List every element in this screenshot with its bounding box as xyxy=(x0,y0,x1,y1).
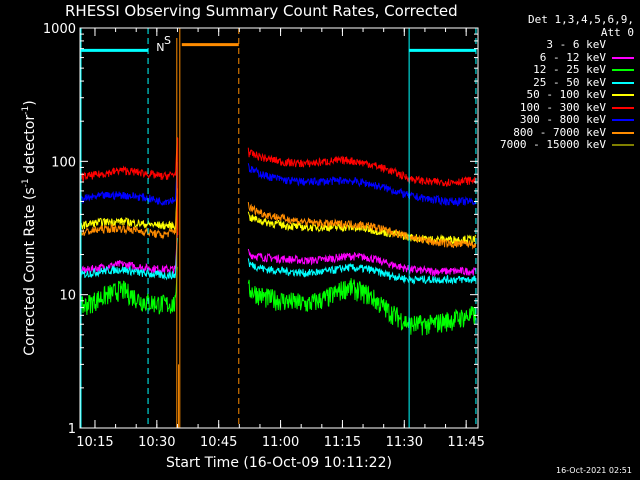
series-line xyxy=(247,147,477,187)
chart-title: RHESSI Observing Summary Count Rates, Co… xyxy=(65,2,458,20)
series-line xyxy=(79,188,178,231)
timestamp: 16-Oct-2021 02:51 xyxy=(556,466,632,475)
series-line xyxy=(79,137,178,183)
legend-label: 7000 - 15000 keV xyxy=(500,138,606,151)
legend-rows: 3 - 6 keV 6 - 12 keV 12 - 25 keV 25 - 50 ke… xyxy=(484,38,634,152)
y-tick-label: 10 xyxy=(59,289,76,304)
y-axis-label-mid: detector xyxy=(22,115,38,179)
x-tick-label: 11:15 xyxy=(324,435,361,450)
series-group xyxy=(79,137,477,428)
y-tick-label: 1000 xyxy=(43,22,76,37)
legend-label: 3 - 6 keV xyxy=(546,38,606,51)
series-line xyxy=(79,161,178,206)
x-tick-label: 11:45 xyxy=(447,435,484,450)
legend-header-attenuator: Att 0 xyxy=(600,25,634,39)
legend-swatch xyxy=(612,144,634,147)
legend-entry: 300 - 800 keV xyxy=(484,113,634,127)
axes-group: 10:15 10:30 10:45 11:00 11:15 11:30 11:45 1 10 10… xyxy=(43,22,485,450)
series-line xyxy=(247,202,477,250)
legend-entry: 800 - 7000 keV xyxy=(484,125,634,140)
series-line xyxy=(247,258,476,285)
legend-swatch xyxy=(612,69,634,72)
legend-swatch xyxy=(612,44,634,47)
series-line xyxy=(247,248,477,278)
y-axis-label-end: ) xyxy=(22,100,38,105)
series-line xyxy=(79,237,178,281)
plot-frame xyxy=(79,27,479,429)
series-line xyxy=(79,266,178,318)
legend-swatch xyxy=(612,94,634,97)
series-line xyxy=(247,163,477,207)
x-tick-label: 11:00 xyxy=(262,435,299,450)
legend-swatch xyxy=(612,119,634,122)
x-tick-label: 11:30 xyxy=(386,435,423,450)
legend: Det 1,3,4,5,6,9, Att 0 3 - 6 keV 6 - 12 k… xyxy=(484,13,634,152)
legend-header-detectors: Det 1,3,4,5,6,9, xyxy=(528,13,634,26)
legend-swatch xyxy=(612,81,634,84)
overlay-group: NS xyxy=(80,28,477,428)
legend-swatch xyxy=(612,131,634,134)
series-line xyxy=(247,278,477,336)
x-axis-label: Start Time (16-Oct-09 10:11:22) xyxy=(166,455,392,471)
legend-label: 300 - 800 keV xyxy=(519,113,606,126)
y-tick-label: 100 xyxy=(51,155,76,170)
y-axis-label-main: Corrected Count Rate (s xyxy=(22,187,38,355)
legend-label: 6 - 12 keV xyxy=(539,50,606,64)
legend-swatch xyxy=(612,106,634,109)
legend-swatch xyxy=(612,56,634,59)
y-axis-label-sup1: -1 xyxy=(21,178,31,187)
legend-label: 100 - 300 keV xyxy=(519,100,606,114)
legend-entry: 12 - 25 keV xyxy=(484,63,634,77)
y-axis-label-sup2: -1 xyxy=(21,106,31,115)
legend-entry: 3 - 6 keV xyxy=(484,38,634,52)
annotation-s: S xyxy=(164,34,171,47)
legend-label: 12 - 25 keV xyxy=(533,63,606,76)
x-tick-label: 10:15 xyxy=(76,435,113,450)
x-tick-label: 10:30 xyxy=(138,435,175,450)
legend-entry: 25 - 50 keV xyxy=(484,75,634,90)
series-line xyxy=(79,193,178,240)
legend-label: 800 - 7000 keV xyxy=(513,125,606,139)
legend-entry: 50 - 100 keV xyxy=(484,88,634,102)
legend-label: 25 - 50 keV xyxy=(533,75,606,89)
legend-entry: 100 - 300 keV xyxy=(484,100,634,115)
x-tick-label: 10:45 xyxy=(200,435,237,450)
y-tick-label: 1 xyxy=(68,422,76,437)
annotation-n: N xyxy=(156,41,164,54)
legend-entry: 7000 - 15000 keV xyxy=(484,138,634,152)
y-axis-label: Corrected Count Rate (s-1 detector-1) xyxy=(21,100,38,355)
legend-entry: 6 - 12 keV xyxy=(484,50,634,65)
legend-label: 50 - 100 keV xyxy=(526,88,606,101)
series-line xyxy=(79,246,178,291)
